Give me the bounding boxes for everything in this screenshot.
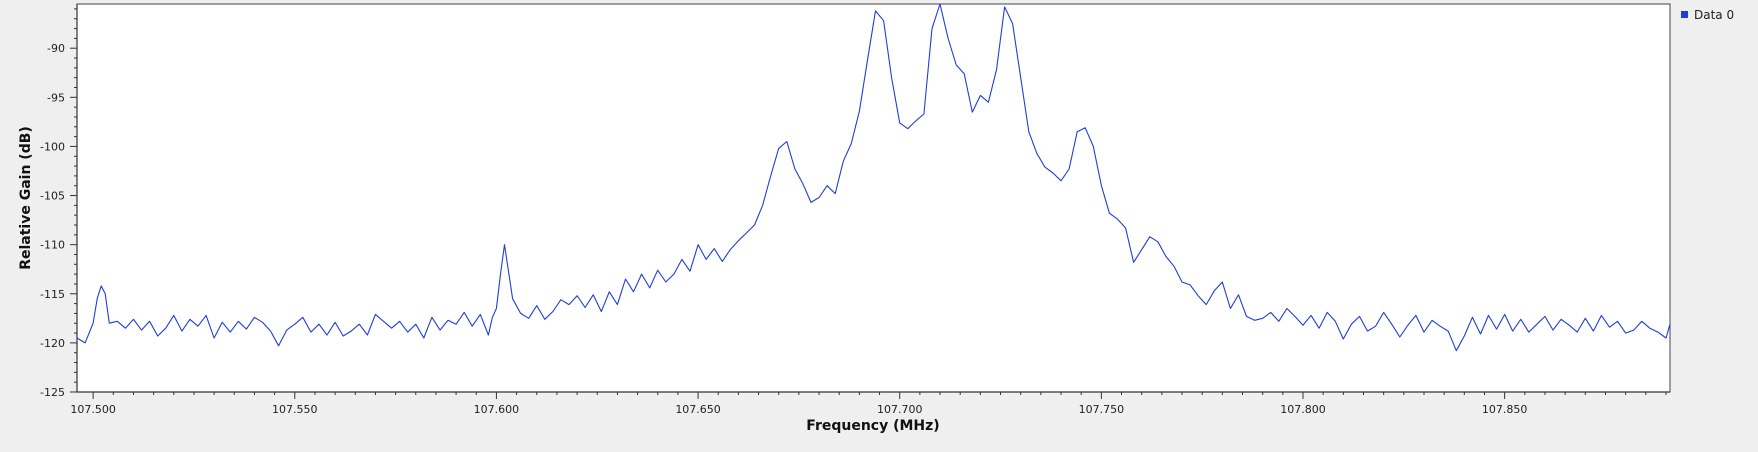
y-tick-label: -105 (40, 190, 65, 203)
x-tick-label: 107.500 (70, 403, 116, 416)
x-tick-label: 107.600 (474, 403, 520, 416)
x-tick-label: 107.850 (1482, 403, 1528, 416)
y-tick-label: -115 (40, 288, 65, 301)
x-axis-label: Frequency (MHz) (806, 418, 939, 434)
legend-swatch (1681, 11, 1688, 18)
x-tick-label: 107.800 (1280, 403, 1326, 416)
series-layer (76, 3, 1671, 352)
x-tick-label: 107.700 (877, 403, 923, 416)
y-tick-label: -90 (47, 42, 65, 55)
y-tick-label: -125 (40, 386, 65, 399)
y-axis: -90 -95 -100 -105 -110 -115 -120 -125 (40, 4, 78, 399)
y-tick-label: -95 (47, 91, 65, 104)
plot-background (76, 3, 1671, 393)
y-axis-label: Relative Gain (dB) (18, 126, 34, 270)
y-tick-label: -100 (40, 140, 65, 153)
y-tick-label: -110 (40, 239, 65, 252)
x-tick-label: 107.750 (1079, 403, 1125, 416)
y-tick-label: -120 (40, 337, 65, 350)
legend: Data 0 (1681, 8, 1734, 22)
x-tick-label: 107.550 (272, 403, 318, 416)
legend-label: Data 0 (1694, 8, 1734, 22)
x-tick-label: 107.650 (675, 403, 721, 416)
series-line-0 (76, 3, 1671, 352)
x-axis: 107.500 107.550 107.600 107.650 107.700 107.7… (70, 391, 1670, 416)
